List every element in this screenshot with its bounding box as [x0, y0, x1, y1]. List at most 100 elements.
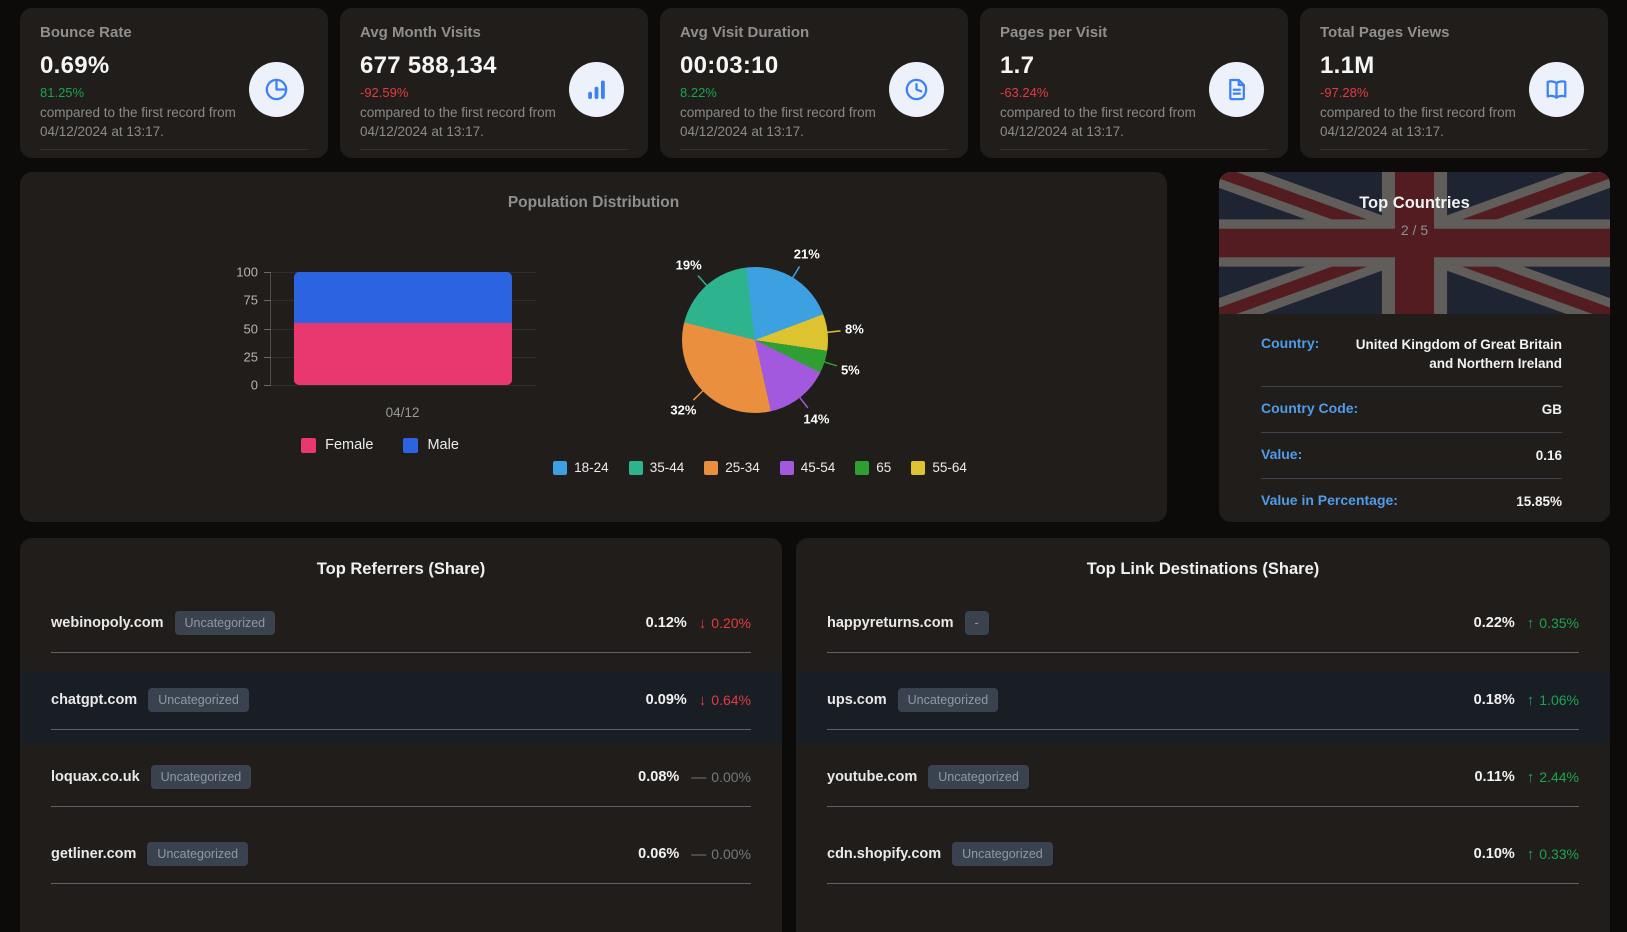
- bar-legend: Female Male: [205, 437, 555, 453]
- gender-bar-chart: 0 25 50 75 100 04/12 Female Male: [205, 265, 555, 453]
- stat-card-change: -63.24%: [1000, 85, 1049, 100]
- destinations-row-cdn.shopify.com[interactable]: cdn.shopify.com Uncategorized 0.10% ↑ 0.33%: [796, 825, 1610, 899]
- uk-flag-image: Top Countries 2 / 5: [1219, 172, 1610, 314]
- trend-value: 0.20%: [711, 615, 751, 631]
- category-badge: Uncategorized: [174, 611, 276, 635]
- legend-item-65[interactable]: 65: [855, 460, 891, 475]
- trend-indicator: ↑ 0.35%: [1527, 615, 1579, 632]
- age-pie-legend: 18-24 35-44 25-34 45-54 65 55-64: [540, 460, 980, 475]
- up-arrow-icon: ↑: [1526, 691, 1535, 709]
- country-detail-row: Value: 0.16: [1261, 433, 1562, 479]
- category-badge: -: [964, 611, 989, 635]
- pie: [682, 267, 828, 413]
- bar-chart-icon: [569, 62, 624, 117]
- legend-label: 55-64: [932, 460, 967, 475]
- pie-leader-lines: [692, 266, 841, 409]
- legend-item-male[interactable]: Male: [403, 437, 459, 453]
- divider: [1000, 149, 1268, 150]
- domain-label: happyreturns.com: [827, 615, 954, 631]
- legend-swatch: [628, 460, 643, 475]
- bar-segment-female: [294, 322, 512, 385]
- up-arrow-icon: ↑: [1526, 845, 1535, 863]
- stat-card-description: compared to the first record from 04/12/…: [1000, 105, 1196, 139]
- bar-segment-male: [294, 272, 512, 323]
- stat-card-description: compared to the first record from 04/12/…: [680, 105, 876, 139]
- trend-value: 0.00%: [711, 846, 751, 862]
- dash-icon: —: [691, 768, 707, 786]
- destinations-row-happyreturns.com[interactable]: happyreturns.com - 0.22% ↑ 0.35%: [796, 594, 1610, 668]
- referrers-row-getliner.com[interactable]: getliner.com Uncategorized 0.06% —0.00%: [20, 825, 782, 899]
- stat-card-title: Total Pages Views: [1320, 24, 1450, 41]
- destinations-row-youtube.com[interactable]: youtube.com Uncategorized 0.11% ↑ 2.44%: [796, 748, 1610, 822]
- y-axis-tick-label: 0: [250, 377, 258, 393]
- share-value: 0.11%: [1474, 769, 1515, 785]
- trend-value: 0.35%: [1539, 615, 1579, 631]
- row-line: getliner.com Uncategorized 0.06% —0.00%: [51, 825, 751, 884]
- trend-value: 1.06%: [1539, 692, 1579, 708]
- book-icon: [1529, 62, 1584, 117]
- up-arrow-icon: ↑: [1526, 614, 1535, 632]
- referrers-title: Top Referrers (Share): [316, 560, 486, 578]
- referrers-row-loquax.co.uk[interactable]: loquax.co.uk Uncategorized 0.08% —0.00%: [20, 748, 782, 822]
- legend-swatch: [911, 460, 926, 475]
- pagination-indicator: 2 / 5: [1400, 222, 1429, 238]
- country-detail-row: Country: United Kingdom of Great Britain …: [1261, 322, 1562, 387]
- legend-item-45-54[interactable]: 45-54: [779, 460, 835, 475]
- stat-card-value: 1.1M: [1320, 52, 1375, 79]
- domain-label: loquax.co.uk: [51, 769, 140, 785]
- pie-slice-label-25-34: 32%: [670, 402, 697, 418]
- legend-swatch: [553, 460, 568, 475]
- pie-slice-label-35-44: 19%: [675, 257, 702, 273]
- trend-indicator: —0.00%: [691, 846, 751, 863]
- legend-swatch: [855, 460, 870, 475]
- trend-indicator: ↓ 0.20%: [699, 615, 751, 632]
- divider: [680, 149, 948, 150]
- legend-swatch: [301, 437, 317, 453]
- trend-indicator: —0.00%: [691, 769, 751, 786]
- domain-label: ups.com: [827, 692, 887, 708]
- row-line: ups.com Uncategorized 0.18% ↑ 1.06%: [827, 671, 1579, 730]
- detail-label: Value in Percentage:: [1261, 492, 1398, 508]
- y-axis-tick: [264, 356, 271, 358]
- top-countries-card: Top Countries 2 / 5 Country: United Kingd…: [1219, 172, 1610, 522]
- destinations-row-ups.com[interactable]: ups.com Uncategorized 0.18% ↑ 1.06%: [796, 671, 1610, 745]
- document-icon: [1209, 62, 1264, 117]
- legend-swatch: [403, 437, 419, 453]
- population-distribution-card: Population Distribution 0 25 50 75 100 04/12 F…: [20, 172, 1167, 522]
- y-axis-tick: [264, 272, 271, 273]
- legend-item-35-44[interactable]: 35-44: [628, 460, 684, 475]
- country-detail-row: Value in Percentage: 15.85%: [1261, 479, 1562, 522]
- y-axis-tick: [264, 385, 271, 386]
- legend-item-25-34[interactable]: 25-34: [704, 460, 760, 475]
- domain-label: webinopoly.com: [51, 615, 164, 631]
- detail-value: United Kingdom of Great Britain and Nort…: [1355, 337, 1562, 371]
- category-badge: Uncategorized: [897, 688, 999, 712]
- row-line: loquax.co.uk Uncategorized 0.08% —0.00%: [51, 748, 751, 807]
- legend-item-female[interactable]: Female: [301, 437, 373, 453]
- legend-item-18-24[interactable]: 18-24: [553, 460, 609, 475]
- category-badge: Uncategorized: [148, 688, 249, 712]
- pie-slice-label-55-64: 8%: [845, 321, 864, 337]
- row-line: cdn.shopify.com Uncategorized 0.10% ↑ 0.33%: [827, 825, 1579, 884]
- top-referrers-card: Top Referrers (Share) webinopoly.com Unca…: [20, 538, 782, 932]
- share-value: 0.10%: [1473, 846, 1515, 862]
- referrers-row-webinopoly.com[interactable]: webinopoly.com Uncategorized 0.12% ↓ 0.20%: [20, 594, 782, 668]
- pie-slice-label-18-24: 21%: [793, 246, 820, 262]
- referrers-row-chatgpt.com[interactable]: chatgpt.com Uncategorized 0.09% ↓ 0.64%: [20, 671, 782, 745]
- trend-value: 0.00%: [711, 769, 751, 785]
- legend-item-55-64[interactable]: 55-64: [911, 460, 967, 475]
- row-line: youtube.com Uncategorized 0.11% ↑ 2.44%: [827, 748, 1579, 807]
- stat-card-avg-visit-duration: Avg Visit Duration 00:03:10 8.22% compared …: [660, 8, 968, 158]
- share-value: 0.22%: [1473, 615, 1515, 631]
- stacked-bar: [294, 272, 512, 385]
- row-line: webinopoly.com Uncategorized 0.12% ↓ 0.20%: [51, 594, 751, 653]
- share-value: 0.18%: [1473, 692, 1515, 708]
- stat-card-value: 1.7: [1000, 52, 1035, 79]
- share-value: 0.06%: [638, 846, 680, 862]
- divider: [40, 149, 308, 150]
- detail-value: GB: [1541, 402, 1562, 417]
- legend-label: 25-34: [725, 460, 760, 475]
- legend-label: Male: [427, 437, 459, 453]
- y-axis-tick-label: 75: [243, 292, 258, 308]
- row-line: chatgpt.com Uncategorized 0.09% ↓ 0.64%: [51, 671, 751, 730]
